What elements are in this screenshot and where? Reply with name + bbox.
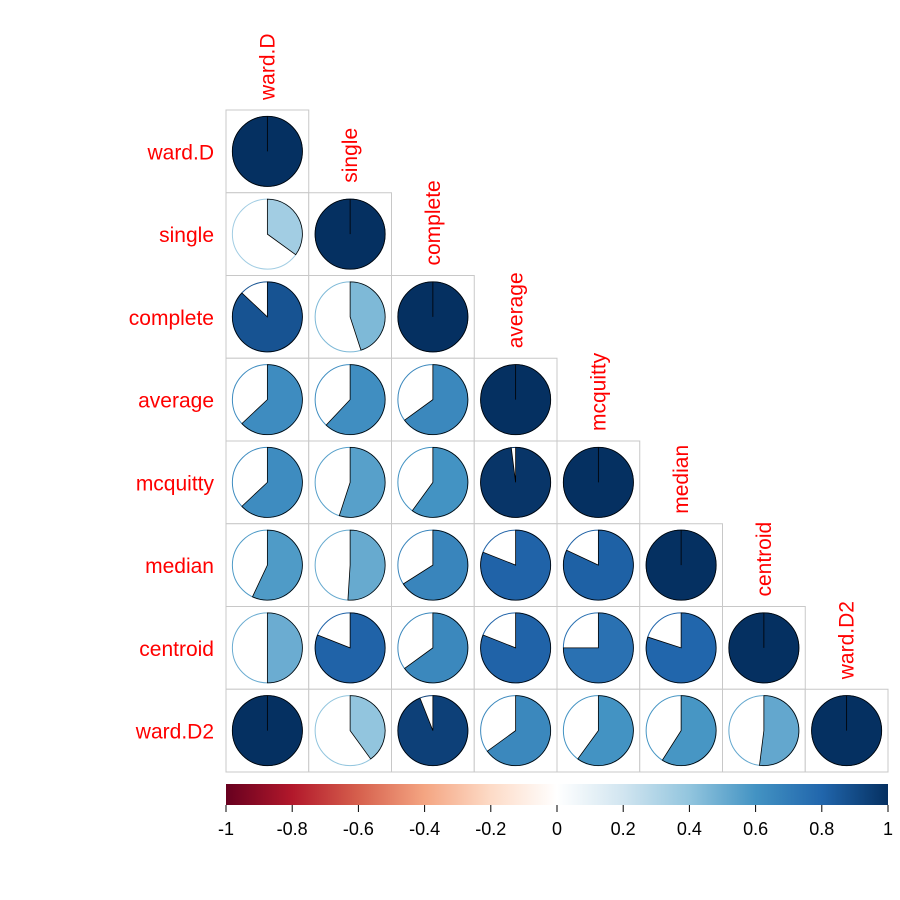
pie-glyph bbox=[645, 529, 717, 601]
pie-slice bbox=[338, 446, 386, 518]
colorbar-tick-label: 1 bbox=[883, 819, 893, 839]
pie-glyph bbox=[562, 695, 634, 767]
pie-glyph bbox=[231, 364, 303, 436]
colorbar-tick-label: -0.6 bbox=[343, 819, 374, 839]
pie-slice bbox=[403, 364, 469, 435]
pie-slice bbox=[480, 529, 551, 601]
pie-slice bbox=[241, 364, 303, 436]
pie-glyph bbox=[231, 612, 303, 684]
colorbar-gradient-bar bbox=[226, 784, 888, 805]
colorbar: -1 -0.8 -0.6 -0.4 -0.2 0 0.2 0.4 0.6 0.8 1 bbox=[218, 784, 893, 839]
pie-glyph bbox=[231, 446, 303, 518]
pie-glyph bbox=[314, 364, 386, 436]
column-label: average bbox=[505, 272, 528, 348]
pie-slice bbox=[349, 281, 386, 351]
pie-slice bbox=[411, 446, 469, 518]
variable-labels: ward.D single complete average mcquitty media… bbox=[129, 33, 859, 743]
pie-glyph bbox=[231, 281, 303, 353]
pie-slice bbox=[251, 529, 303, 601]
pie-slice bbox=[314, 612, 386, 684]
colorbar-tick-label: -0.4 bbox=[409, 819, 440, 839]
column-label: complete bbox=[422, 180, 445, 265]
pie-slice bbox=[402, 529, 469, 601]
column-label: mcquitty bbox=[587, 352, 610, 431]
pie-glyph bbox=[728, 612, 800, 684]
pie-slice bbox=[325, 364, 386, 435]
pie-glyph bbox=[645, 695, 717, 767]
pie-glyph bbox=[231, 529, 303, 601]
pie-slice bbox=[645, 612, 717, 684]
pie-glyph bbox=[231, 695, 303, 767]
pie-slice bbox=[241, 446, 303, 518]
row-label: ward.D bbox=[146, 141, 214, 164]
pie-glyph bbox=[314, 281, 386, 353]
column-label: single bbox=[339, 128, 362, 183]
pie-glyph bbox=[397, 529, 469, 601]
pie-slice bbox=[759, 695, 800, 767]
pie-glyph bbox=[645, 612, 717, 684]
pie-slice bbox=[347, 529, 386, 601]
pie-glyph bbox=[231, 198, 303, 270]
pie-glyph bbox=[480, 695, 552, 767]
pie-slice bbox=[349, 695, 386, 760]
colorbar-tick-label: -0.8 bbox=[277, 819, 308, 839]
pie-glyph bbox=[397, 612, 469, 684]
column-label: median bbox=[670, 445, 693, 514]
pie-slice bbox=[403, 612, 469, 684]
colorbar-tick-label: 0.6 bbox=[743, 819, 768, 839]
pie-glyph bbox=[314, 529, 386, 601]
colorbar-tick-label: -1 bbox=[218, 819, 234, 839]
pie-glyph bbox=[480, 529, 552, 601]
pie-slice bbox=[266, 198, 303, 256]
pie-slice bbox=[266, 612, 303, 684]
pie-slice bbox=[486, 695, 552, 766]
colorbar-tick-label: 0.2 bbox=[611, 819, 636, 839]
row-label: complete bbox=[129, 307, 214, 330]
pie-glyph bbox=[480, 612, 552, 684]
pie-glyph bbox=[314, 612, 386, 684]
pie-glyph bbox=[397, 281, 469, 353]
pie-glyph bbox=[314, 446, 386, 518]
pie-glyph bbox=[728, 695, 800, 767]
pie-glyph bbox=[397, 446, 469, 518]
pie-slice bbox=[661, 695, 717, 767]
pie-slice bbox=[562, 612, 634, 684]
row-label: centroid bbox=[139, 638, 214, 661]
column-label: ward.D2 bbox=[836, 601, 859, 680]
pie-glyph bbox=[397, 695, 469, 767]
pie-glyph bbox=[231, 115, 303, 187]
pie-slice bbox=[577, 695, 634, 766]
row-label: median bbox=[145, 555, 214, 578]
column-label: centroid bbox=[753, 522, 776, 597]
pie-glyph bbox=[562, 446, 634, 518]
pie-slice bbox=[480, 612, 551, 684]
pie-glyphs bbox=[231, 115, 883, 767]
pie-glyph bbox=[811, 695, 883, 767]
pie-slice bbox=[397, 695, 469, 766]
row-label: average bbox=[138, 390, 214, 413]
colorbar-tick-label: 0.4 bbox=[677, 819, 702, 839]
colorbar-tick-label: 0 bbox=[552, 819, 562, 839]
row-label: mcquitty bbox=[136, 472, 215, 495]
colorbar-tick-label: 0.8 bbox=[809, 819, 834, 839]
pie-glyph bbox=[480, 364, 552, 436]
row-label: single bbox=[159, 224, 214, 247]
pie-glyph bbox=[397, 364, 469, 436]
column-label: ward.D bbox=[256, 33, 279, 101]
colorbar-ticks: -1 -0.8 -0.6 -0.4 -0.2 0 0.2 0.4 0.6 0.8 1 bbox=[218, 805, 893, 839]
colorbar-tick-label: -0.2 bbox=[475, 819, 506, 839]
pie-glyph bbox=[314, 695, 386, 767]
pie-glyph bbox=[314, 198, 386, 270]
pie-glyph bbox=[562, 612, 634, 684]
pie-slice bbox=[232, 281, 303, 353]
row-label: ward.D2 bbox=[135, 721, 214, 744]
pie-slice bbox=[562, 529, 634, 601]
pie-glyph bbox=[480, 446, 552, 518]
pie-slice bbox=[480, 446, 552, 518]
pie-glyph bbox=[562, 529, 634, 601]
